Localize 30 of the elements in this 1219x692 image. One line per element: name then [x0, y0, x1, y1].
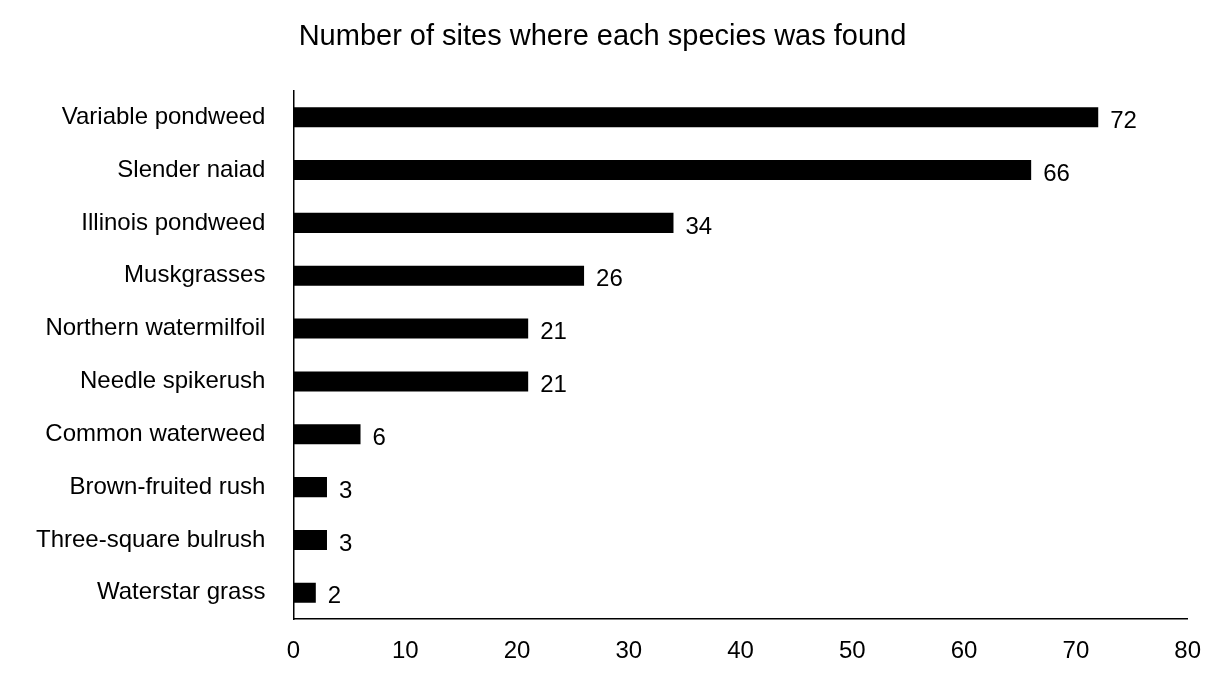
x-tick-label: 60	[950, 636, 978, 664]
y-tick-label: Needle spikerush	[80, 366, 266, 394]
y-tick-label: Waterstar grass	[96, 577, 266, 605]
data-label: 21	[540, 317, 567, 345]
data-label: 26	[596, 264, 623, 292]
y-tick-label: Common waterweed	[45, 418, 266, 446]
x-tick-label: 40	[727, 636, 754, 664]
y-tick-label: Slender naiad	[117, 154, 266, 182]
x-tick-label: 10	[391, 636, 419, 664]
y-tick-label: Three-square bulrush	[36, 524, 266, 552]
x-tick-label: 20	[503, 636, 531, 664]
data-label: 21	[540, 370, 567, 398]
data-label: 6	[372, 422, 386, 450]
y-tick-label: Northern watermilfoil	[45, 313, 266, 341]
x-tick-label: 30	[615, 636, 643, 664]
y-tick-label: Illinois pondweed	[81, 207, 266, 235]
data-label: 66	[1043, 158, 1070, 186]
y-tick-label: Variable pondweed	[61, 101, 266, 129]
y-tick-label: Muskgrasses	[124, 260, 266, 288]
x-tick-label: 50	[838, 636, 866, 664]
data-label: 34	[685, 211, 713, 239]
x-tick-label: 0	[286, 636, 301, 664]
chart-title: Number of sites where each species was found	[298, 19, 907, 52]
data-label: 2	[327, 581, 342, 609]
y-tick-label: Brown-fruited rush	[69, 471, 266, 499]
x-tick-label: 80	[1174, 636, 1201, 664]
data-label: 3	[338, 528, 353, 556]
data-label: 72	[1110, 105, 1137, 133]
data-label: 3	[338, 475, 353, 503]
x-tick-label: 70	[1062, 636, 1090, 664]
